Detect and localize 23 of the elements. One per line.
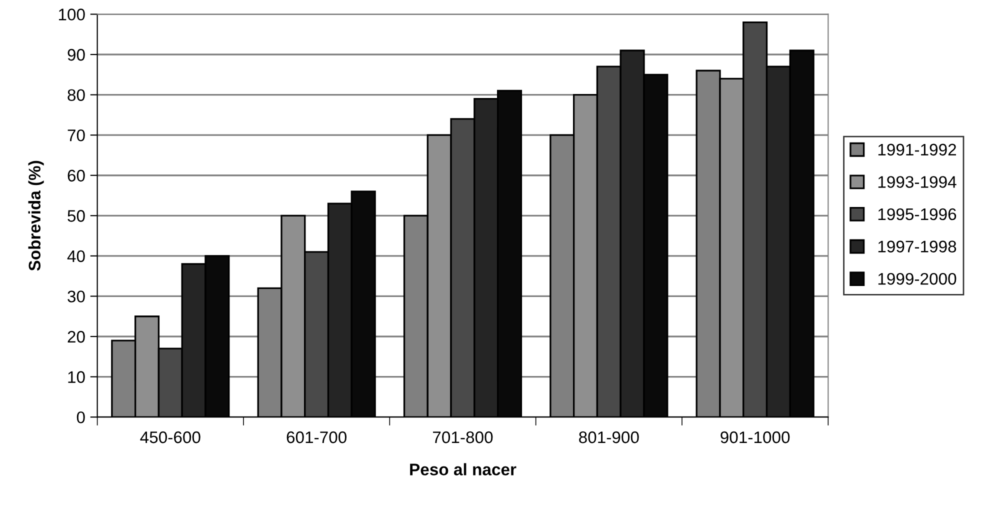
y-tick-label: 80 — [68, 89, 85, 101]
legend-label: 1997-1998 — [878, 240, 956, 252]
legend-label: 1995-1996 — [878, 208, 956, 220]
y-tick-label: 90 — [68, 48, 85, 61]
y-axis-title: Sobrevida (%) — [28, 160, 44, 271]
x-tick-label: 601-700 — [286, 431, 346, 444]
legend-label: 1999-2000 — [878, 272, 956, 285]
x-tick-label: 450-600 — [140, 431, 200, 444]
y-tick-label: 40 — [67, 250, 85, 262]
legend-label: 1991-1992 — [878, 144, 956, 156]
y-tick-label: 20 — [68, 330, 85, 343]
y-tick-label: 10 — [68, 371, 85, 383]
legend-label: 1993-1994 — [878, 176, 956, 188]
y-tick-label: 50 — [68, 210, 85, 222]
x-tick-label: 701-800 — [433, 431, 493, 444]
x-tick-label: 801-900 — [579, 431, 639, 444]
y-tick-label: 100 — [58, 8, 85, 20]
y-tick-label: 30 — [68, 290, 85, 302]
y-tick-label: 0 — [76, 411, 85, 424]
y-tick-label: 70 — [68, 129, 85, 142]
x-tick-label: 901-1000 — [720, 431, 790, 444]
y-tick-label: 60 — [68, 170, 85, 182]
x-axis-title: Peso al nacer — [410, 463, 516, 476]
